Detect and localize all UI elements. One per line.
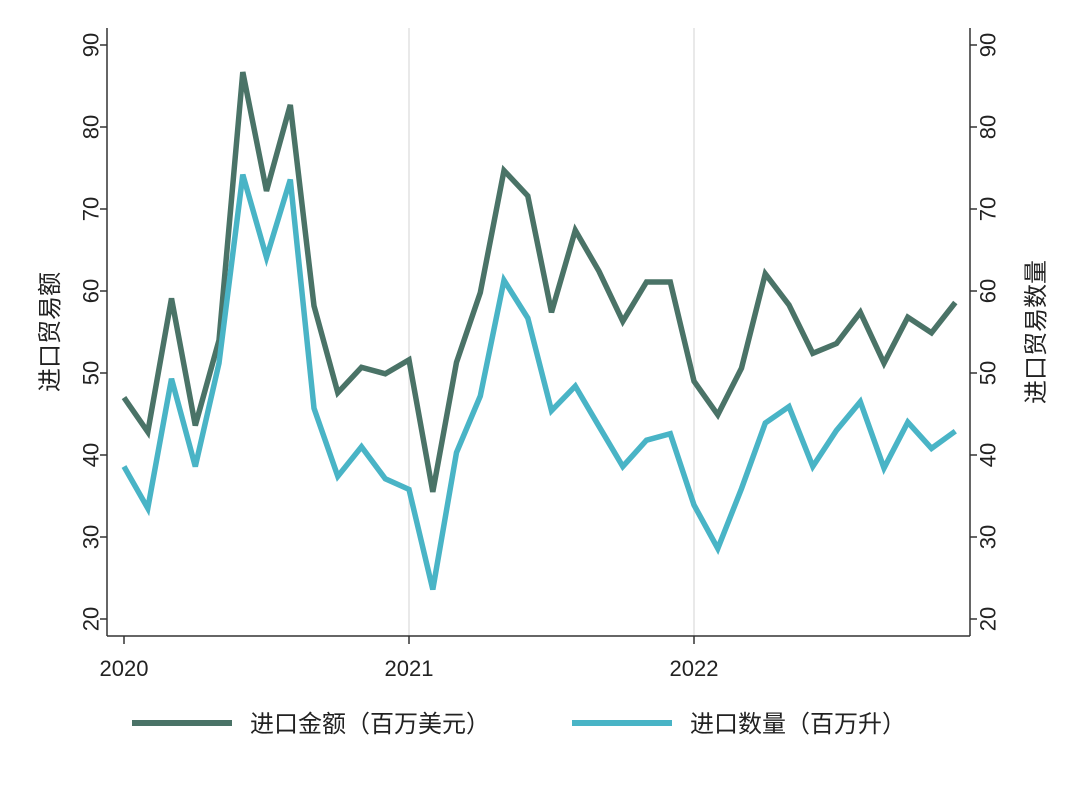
y-axis-right-title: 进口贸易数量 <box>1022 260 1050 404</box>
y-tick-label-right-90: 90 <box>976 33 1001 57</box>
y-axis-left-title: 进口贸易额 <box>36 272 64 392</box>
axes <box>100 28 977 644</box>
y-tick-label-left-30: 30 <box>79 525 104 549</box>
y-tick-label-right-50: 50 <box>976 361 1001 385</box>
y-tick-label-left-20: 20 <box>79 607 104 631</box>
y-tick-label-left-40: 40 <box>79 443 104 467</box>
y-tick-label-left-60: 60 <box>79 279 104 303</box>
x-tick-label-2021: 2021 <box>385 656 434 681</box>
y-tick-label-right-30: 30 <box>976 525 1001 549</box>
y-tick-label-right-40: 40 <box>976 443 1001 467</box>
y-tick-label-right-70: 70 <box>976 197 1001 221</box>
series-line-1 <box>121 71 958 493</box>
y-tick-label-right-20: 20 <box>976 607 1001 631</box>
y-tick-label-left-70: 70 <box>79 197 104 221</box>
y-tick-label-left-50: 50 <box>79 361 104 385</box>
legend-label-series-2: 进口数量（百万升） <box>690 710 906 738</box>
x-tick-label-2022: 2022 <box>670 656 719 681</box>
legend-label-series-1: 进口金额（百万美元） <box>250 710 490 738</box>
x-tick-label-2020: 2020 <box>100 656 149 681</box>
series-lines <box>121 71 958 591</box>
legend: 进口金额（百万美元） 进口数量（百万升） <box>132 710 906 738</box>
series-line-2 <box>121 173 957 591</box>
y-tick-label-left-80: 80 <box>79 115 104 139</box>
y-tick-label-right-60: 60 <box>976 279 1001 303</box>
y-tick-label-right-80: 80 <box>976 115 1001 139</box>
gridlines <box>408 28 695 636</box>
y-tick-label-left-90: 90 <box>79 33 104 57</box>
